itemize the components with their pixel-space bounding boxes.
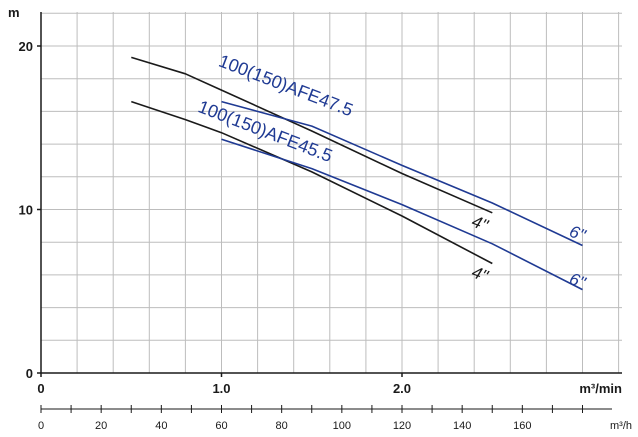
x2-tick-label: 80 — [276, 420, 288, 432]
series-line-1 — [131, 56, 493, 214]
x2-tick-label: 40 — [155, 420, 167, 432]
x-tick-label: 2.0 — [393, 381, 411, 396]
x-tick-label: 1.0 — [212, 381, 230, 396]
pipe-size-label: 4" — [469, 212, 491, 236]
y-tick-label: 0 — [26, 366, 33, 381]
x2-tick-label: 100 — [333, 420, 351, 432]
series-line-4 — [221, 138, 583, 291]
y-tick-label: 10 — [19, 203, 33, 218]
x2-tick-label: 160 — [513, 420, 531, 432]
x2-tick-label: 20 — [95, 420, 107, 432]
grid — [41, 12, 622, 373]
series-line-2 — [221, 100, 583, 247]
x2-tick-label: 60 — [215, 420, 227, 432]
axes: 0 10 20 m 0 1.0 2.0 m³/min — [8, 5, 622, 396]
pipe-size-label: 4" — [469, 262, 491, 286]
secondary-x-axis: 0 20 40 60 80 100 120 140 160 m³/h — [38, 405, 632, 432]
x-axis-unit: m³/min — [579, 381, 622, 396]
x2-tick-label: 140 — [453, 420, 471, 432]
x2-axis-unit: m³/h — [610, 420, 632, 432]
x-tick-label: 0 — [37, 381, 44, 396]
series-layer — [131, 56, 583, 291]
x2-tick-label: 0 — [38, 420, 44, 432]
x2-tick-label: 120 — [393, 420, 411, 432]
pipe-size-label: 6" — [567, 269, 589, 293]
y-tick-label: 20 — [19, 39, 33, 54]
y-axis-unit: m — [8, 5, 20, 20]
series-line-3 — [131, 100, 493, 265]
